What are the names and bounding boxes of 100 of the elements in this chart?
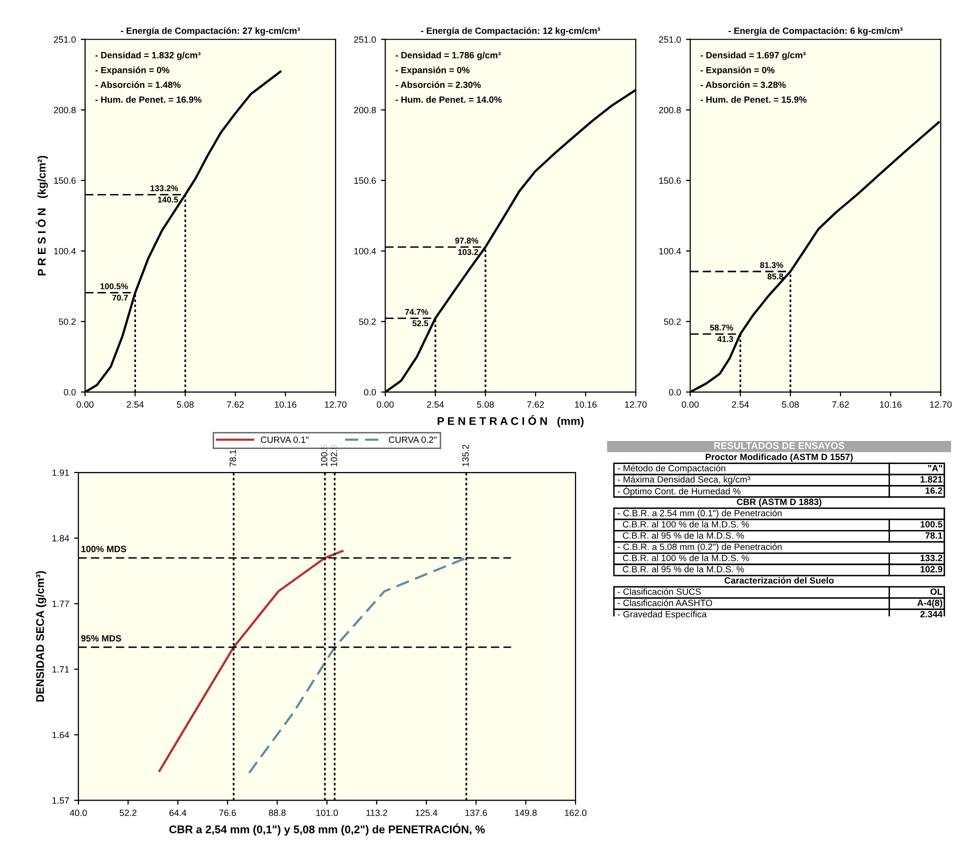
y-axis-title: P R E S I Ó N (kg/cm²) <box>36 156 48 276</box>
x-tick-label: 2.54 <box>427 401 444 408</box>
category-label: C.B.R. al 100 % de la M.D.S. % <box>622 554 750 562</box>
ref-line-label: 102.9 <box>330 444 338 466</box>
y-tick-label: 0.0 <box>64 389 76 396</box>
annotation: - Densidad = 1.697 g/cm³ <box>700 52 806 60</box>
x-tick-label: 5.08 <box>782 401 799 408</box>
y-tick-label: 50.2 <box>359 318 376 325</box>
x-tick-label: 7.62 <box>832 401 849 408</box>
y-tick-label: 50.2 <box>664 318 681 325</box>
x-tick-label: 162.0 <box>564 810 586 816</box>
y-tick-label: 1.71 <box>52 666 69 672</box>
chart-title: - Energía de Compactación: 27 kg-cm/cm³ <box>120 27 300 36</box>
x-tick-label: 101.0 <box>316 810 338 816</box>
y-tick-label: 0.0 <box>364 389 376 396</box>
annotation: - Absorción = 1.48% <box>95 81 181 88</box>
legend-label: CURVA 0.1" <box>260 436 309 443</box>
category-label: - Método de Compactación <box>618 464 726 474</box>
text: CBR (ASTM D 1883) <box>736 498 822 507</box>
text: RESULTADOS DE ENSAYOS <box>714 442 844 450</box>
ref-line-label: 135.2 <box>462 444 469 466</box>
legend-label: CURVA 0.2" <box>388 436 436 443</box>
y-tick-label: 100.4 <box>54 248 76 254</box>
x-tick-label: 149.8 <box>515 810 537 816</box>
y-tick-label: 1.77 <box>52 600 69 607</box>
x-tick-label: 52.2 <box>120 810 136 816</box>
x-tick-label: 113.2 <box>366 810 388 816</box>
annotation: - Absorción = 2.30% <box>396 81 481 88</box>
y-tick-label: 100.4 <box>354 248 376 254</box>
y-tick-label: 1.57 <box>52 797 69 804</box>
line-series <box>248 556 468 774</box>
y-tick-label: 200.8 <box>354 106 376 114</box>
text: 16.2 <box>926 487 942 494</box>
category-label: - C.B.R. a 5.08 mm (0.2") de Penetración <box>618 543 782 552</box>
ref-line-label: 78.1 <box>230 450 236 466</box>
x-axis-title: CBR a 2,54 mm (0,1") y 5,08 mm (0,2") de PENETRACIÓN, % <box>169 823 485 836</box>
y-tick-label: 1.91 <box>52 469 69 476</box>
x-tick-label: 12.70 <box>324 401 346 408</box>
x-tick-label: 137.6 <box>465 810 487 816</box>
x-tick-label: 2.54 <box>126 401 144 408</box>
x-tick-label: 10.16 <box>274 401 296 408</box>
x-tick-label: 125.4 <box>416 810 438 816</box>
ref-line-label: 100.5% 70.7 <box>100 283 128 301</box>
text: 102.9 <box>920 566 942 572</box>
text: A-4(8) <box>917 599 942 608</box>
x-axis-title: P E N E T R A C I Ó N (mm) <box>438 415 584 428</box>
y-tick-label: 251.0 <box>54 36 76 43</box>
y-tick-label: 150.6 <box>54 177 76 184</box>
chart-title: - Energía de Compactación: 6 kg-cm/cm³ <box>728 27 903 36</box>
y-tick-label: 100.4 <box>659 248 681 254</box>
category-label: C.B.R. al 100 % de la M.D.S. % <box>622 520 750 528</box>
ref-line-label: 58.7% 41.3 <box>710 324 734 342</box>
text: "A" <box>928 465 942 472</box>
y-tick-label: 150.6 <box>659 177 681 184</box>
text: 1.821 <box>920 476 942 483</box>
y-tick-label: 200.8 <box>54 106 76 114</box>
x-tick-label: 0.00 <box>682 401 699 408</box>
line-series <box>158 550 344 772</box>
category-label: - Óptimo Cont. de Humedad % <box>618 486 740 496</box>
ref-line-label: 100.5 <box>320 444 328 466</box>
x-tick-label: 64.4 <box>169 810 186 816</box>
x-tick-label: 5.08 <box>477 401 494 408</box>
annotation: - Hum. de Penet. = 15.9% <box>700 96 807 103</box>
x-tick-label: 2.54 <box>732 401 749 408</box>
category-label: - Clasificación SUCS <box>618 588 701 595</box>
category-label: - Máxima Densidad Seca, kg/cm³ <box>618 476 750 484</box>
text: Proctor Modificado (ASTM D 1557) <box>706 453 853 462</box>
x-tick-label: 5.08 <box>176 401 194 408</box>
text: 100.5 <box>920 521 942 528</box>
y-tick-label: 251.0 <box>659 36 681 43</box>
x-tick-label: 7.62 <box>227 401 244 408</box>
y-tick-label: 1.84 <box>52 535 70 542</box>
category-label: C.B.R. al 95 % de la M.D.S. % <box>622 532 744 539</box>
y-tick-label: 251.0 <box>354 36 376 43</box>
annotation: - Absorción = 3.28% <box>700 81 786 88</box>
y-tick-label: 1.64 <box>52 732 70 738</box>
annotation: - Hum. de Penet. = 16.9% <box>95 96 202 103</box>
x-tick-label: 12.70 <box>930 401 952 408</box>
x-tick-label: 0.00 <box>376 401 394 408</box>
text: Caracterización del Suelo <box>724 576 834 584</box>
x-tick-label: 40.0 <box>70 810 87 816</box>
y-tick-label: 0.0 <box>669 389 681 396</box>
annotation: - Expansión = 0% <box>700 66 775 76</box>
text: 2.344 <box>920 610 943 618</box>
ref-line-label: 100% MDS <box>81 546 126 552</box>
annotation: - Densidad = 1.832 g/cm³ <box>95 52 201 60</box>
x-tick-label: 12.70 <box>625 401 647 408</box>
ref-line-label: 81.3% 85.8 <box>760 262 784 280</box>
text: 78.1 <box>925 532 942 539</box>
category-label: C.B.R. al 95 % de la M.D.S. % <box>622 566 744 572</box>
ref-line-label: 74.7% 52.5 <box>405 308 428 326</box>
text: 133.2 <box>920 554 942 562</box>
x-tick-label: 7.62 <box>527 401 544 408</box>
y-tick-label: 200.8 <box>659 106 681 114</box>
x-tick-label: 10.16 <box>575 401 597 408</box>
x-tick-label: 76.6 <box>219 810 236 816</box>
annotation: - Expansión = 0% <box>396 66 470 76</box>
category-label: - C.B.R. a 2.54 mm (0.1") de Penetración <box>618 510 782 518</box>
text: OL <box>930 588 942 595</box>
ref-line-label: 133.2% 140.5 <box>150 185 178 203</box>
